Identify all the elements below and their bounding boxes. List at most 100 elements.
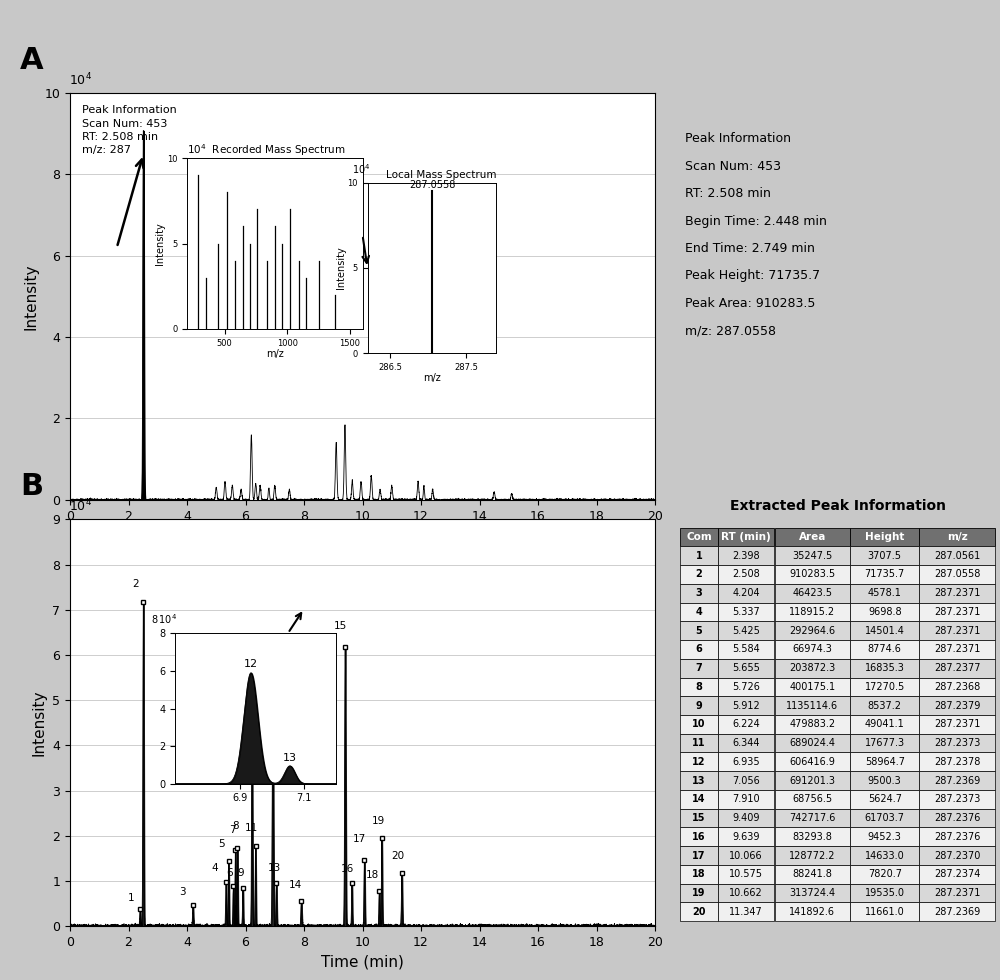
Text: 287.2374: 287.2374	[934, 869, 980, 879]
Text: 8: 8	[232, 821, 239, 831]
Text: 13: 13	[268, 862, 281, 873]
Text: 4578.1: 4578.1	[868, 588, 902, 598]
Text: 14: 14	[289, 880, 302, 890]
Text: 5.337: 5.337	[732, 607, 760, 616]
Text: 58964.7: 58964.7	[865, 757, 905, 767]
X-axis label: m/z: m/z	[266, 349, 284, 359]
Text: 66974.3: 66974.3	[792, 645, 832, 655]
Text: 20: 20	[391, 851, 404, 860]
Text: 12: 12	[244, 660, 258, 669]
Text: 287.2369: 287.2369	[934, 906, 980, 917]
Text: 9: 9	[237, 867, 244, 878]
Text: 287.2371: 287.2371	[934, 645, 980, 655]
Text: 9452.3: 9452.3	[868, 832, 902, 842]
Text: $10^4$: $10^4$	[69, 498, 92, 514]
Text: 9500.3: 9500.3	[868, 775, 902, 786]
X-axis label: Time (min): Time (min)	[321, 528, 404, 543]
Text: 910283.5: 910283.5	[789, 569, 835, 579]
Text: 16835.3: 16835.3	[865, 663, 905, 673]
Text: 287.2379: 287.2379	[934, 701, 980, 710]
Text: 479883.2: 479883.2	[789, 719, 835, 729]
Text: 606416.9: 606416.9	[789, 757, 835, 767]
Text: 1: 1	[696, 551, 702, 561]
Text: 46423.5: 46423.5	[792, 588, 832, 598]
Text: 141892.6: 141892.6	[789, 906, 835, 917]
Text: 6.224: 6.224	[732, 719, 760, 729]
Text: 7820.7: 7820.7	[868, 869, 902, 879]
Text: 68756.5: 68756.5	[792, 795, 832, 805]
Text: 287.0558: 287.0558	[409, 179, 455, 190]
Text: 11661.0: 11661.0	[865, 906, 905, 917]
Text: 1135114.6: 1135114.6	[786, 701, 838, 710]
Text: 6.935: 6.935	[732, 757, 760, 767]
Text: 292964.6: 292964.6	[789, 625, 835, 636]
Text: 287.2370: 287.2370	[934, 851, 980, 860]
Text: 15: 15	[692, 813, 706, 823]
Text: 10.066: 10.066	[729, 851, 763, 860]
Text: 7: 7	[696, 663, 702, 673]
Text: 287.2371: 287.2371	[934, 625, 980, 636]
Text: 7.910: 7.910	[732, 795, 760, 805]
Text: 18: 18	[692, 869, 706, 879]
Text: 287.2373: 287.2373	[934, 795, 980, 805]
Text: Begin Time: 2.448 min: Begin Time: 2.448 min	[685, 215, 827, 227]
Text: 5.912: 5.912	[732, 701, 760, 710]
Text: 13: 13	[692, 775, 706, 786]
Text: 8: 8	[695, 682, 702, 692]
Text: 11: 11	[692, 738, 706, 748]
Text: B: B	[20, 472, 43, 501]
Text: 5.726: 5.726	[732, 682, 760, 692]
Text: 5.425: 5.425	[732, 625, 760, 636]
Text: 8537.2: 8537.2	[868, 701, 902, 710]
Text: 2.398: 2.398	[732, 551, 760, 561]
Text: 18: 18	[366, 870, 379, 880]
Text: 13: 13	[283, 754, 297, 763]
Text: 10.575: 10.575	[729, 869, 763, 879]
Text: 287.2373: 287.2373	[934, 738, 980, 748]
Text: RT (min): RT (min)	[721, 532, 771, 542]
Text: 3707.5: 3707.5	[868, 551, 902, 561]
Text: 5.584: 5.584	[732, 645, 760, 655]
Text: Local Mass Spectrum: Local Mass Spectrum	[386, 171, 496, 180]
Text: 15: 15	[334, 621, 347, 631]
Text: 1: 1	[128, 893, 135, 903]
Text: $10^4$: $10^4$	[352, 163, 371, 176]
Text: 14: 14	[692, 795, 706, 805]
Text: 19: 19	[692, 888, 706, 898]
Text: 16: 16	[341, 864, 354, 874]
Text: 7.056: 7.056	[732, 775, 760, 786]
Text: Peak Information: Peak Information	[685, 132, 791, 145]
Text: 287.2368: 287.2368	[934, 682, 980, 692]
Text: 14501.4: 14501.4	[865, 625, 905, 636]
Text: Com: Com	[686, 532, 712, 542]
Text: Height: Height	[865, 532, 904, 542]
Text: 17: 17	[692, 851, 706, 860]
Text: 691201.3: 691201.3	[789, 775, 835, 786]
Text: A: A	[20, 46, 44, 74]
Text: 689024.4: 689024.4	[789, 738, 835, 748]
Text: 35247.5: 35247.5	[792, 551, 832, 561]
Text: 4: 4	[211, 862, 218, 873]
Text: 313724.4: 313724.4	[789, 888, 835, 898]
Text: 287.2371: 287.2371	[934, 888, 980, 898]
Text: 71735.7: 71735.7	[865, 569, 905, 579]
Text: $8\,10^4$: $8\,10^4$	[151, 612, 177, 626]
Text: 287.2378: 287.2378	[934, 757, 980, 767]
X-axis label: Time (min): Time (min)	[321, 955, 404, 969]
Text: 19: 19	[372, 815, 385, 826]
Text: m/z: 287.0558: m/z: 287.0558	[685, 324, 776, 337]
Text: 9: 9	[696, 701, 702, 710]
Text: 287.2371: 287.2371	[934, 588, 980, 598]
Text: 12: 12	[692, 757, 706, 767]
Text: 14633.0: 14633.0	[865, 851, 905, 860]
Text: 11.347: 11.347	[729, 906, 763, 917]
Text: 128772.2: 128772.2	[789, 851, 836, 860]
Y-axis label: Intensity: Intensity	[32, 690, 47, 756]
Text: 10: 10	[692, 719, 706, 729]
Text: 7: 7	[229, 825, 236, 835]
Text: 5: 5	[218, 839, 225, 850]
Text: 287.2376: 287.2376	[934, 813, 980, 823]
Text: 2: 2	[132, 579, 139, 589]
Text: 3: 3	[696, 588, 702, 598]
Text: Area: Area	[799, 532, 826, 542]
